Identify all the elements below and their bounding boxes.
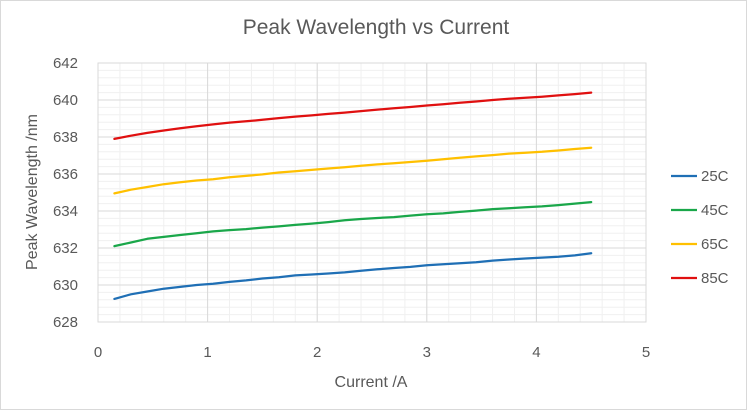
legend: 25C 45C 65C 85C <box>671 168 729 287</box>
legend-label-65C: 65C <box>701 236 729 253</box>
y-axis-tick-labels: 628 630 632 634 636 638 640 642 <box>53 55 78 331</box>
plot-area-border <box>97 62 647 323</box>
y-axis-title: Peak Wavelength /nm <box>24 114 41 270</box>
y-tick-label: 630 <box>53 277 78 294</box>
chart-title: Peak Wavelength vs Current <box>243 16 510 39</box>
x-axis-title: Current /A <box>335 374 408 391</box>
legend-label-25C: 25C <box>701 168 729 185</box>
series-lines <box>113 91 593 301</box>
x-tick-label: 5 <box>642 344 650 361</box>
series-line-25C <box>113 252 593 301</box>
x-tick-label: 4 <box>532 344 540 361</box>
x-tick-label: 0 <box>94 344 102 361</box>
x-axis-tick-labels: 0 1 2 3 4 5 <box>94 344 650 361</box>
minor-gridlines <box>97 62 647 323</box>
y-tick-label: 636 <box>53 166 78 183</box>
y-tick-label: 628 <box>53 314 78 331</box>
y-tick-label: 642 <box>53 55 78 72</box>
x-tick-label: 2 <box>313 344 321 361</box>
y-tick-label: 638 <box>53 129 78 146</box>
y-tick-label: 640 <box>53 92 78 109</box>
series-line-85C <box>113 91 593 141</box>
x-tick-label: 3 <box>423 344 431 361</box>
y-tick-label: 632 <box>53 240 78 257</box>
series-line-65C <box>113 146 593 195</box>
legend-label-45C: 45C <box>701 202 729 219</box>
legend-label-85C: 85C <box>701 270 729 287</box>
major-gridlines <box>97 62 647 323</box>
series-line-45C <box>113 200 593 248</box>
x-tick-label: 1 <box>203 344 211 361</box>
y-tick-label: 634 <box>53 203 78 220</box>
